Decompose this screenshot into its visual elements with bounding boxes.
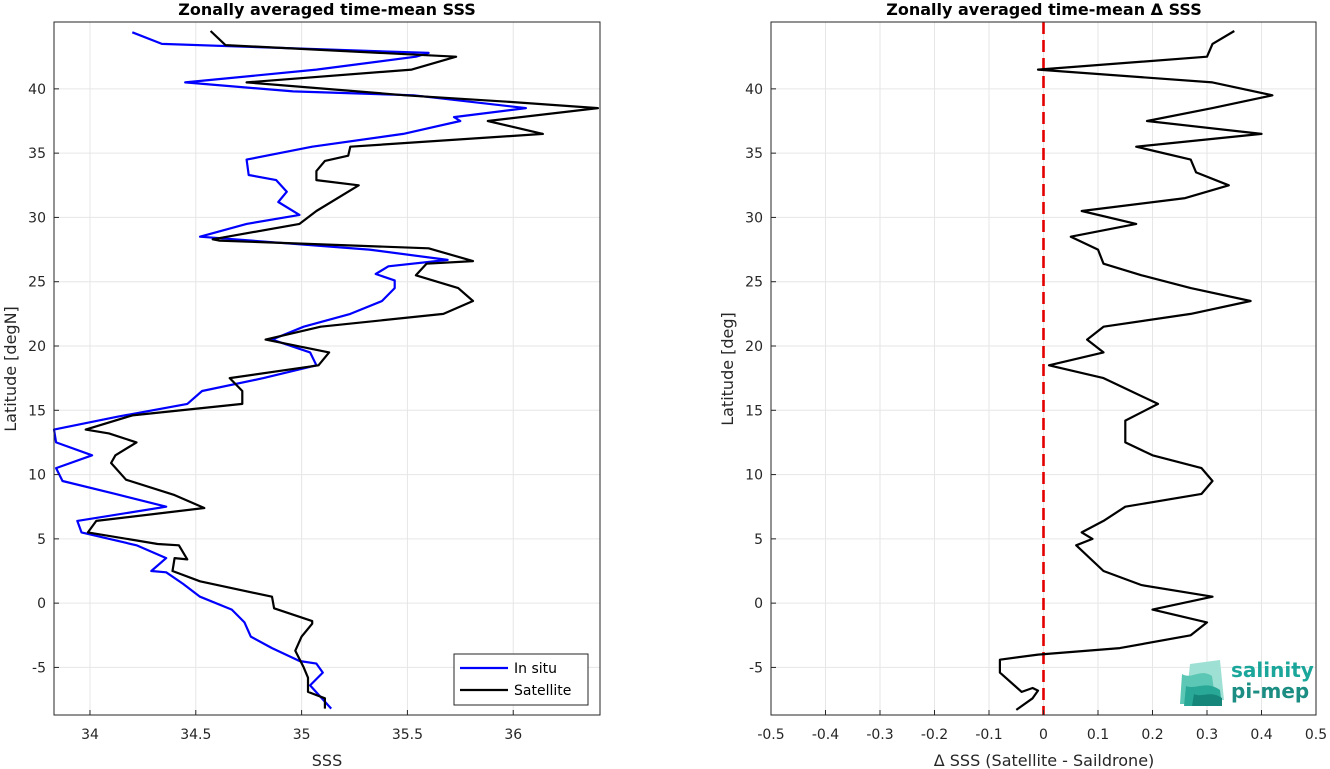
plot-area xyxy=(54,22,600,715)
y-tick-label: 25 xyxy=(745,275,763,291)
y-tick-label: 35 xyxy=(28,146,46,162)
y-tick-label: 40 xyxy=(28,82,46,98)
series-group xyxy=(998,30,1274,711)
y-tick-label: -5 xyxy=(749,660,763,676)
x-tick-label: 34.5 xyxy=(180,727,211,743)
x-tick-labels: 34 34.5 35 35.5 36 xyxy=(81,710,522,743)
x-tick-labels: -0.5 -0.4 -0.3 -0.2 -0.1 0 0.1 0.2 0.3 0.4 0.5 xyxy=(757,710,1327,743)
chart-title: Zonally averaged time-mean Δ SSS xyxy=(886,0,1202,19)
y-tick-label: -5 xyxy=(32,660,46,676)
x-tick-label: 0.1 xyxy=(1087,727,1109,743)
series-group xyxy=(52,30,599,710)
y-tick-labels: -5 0 5 10 15 20 25 30 35 40 xyxy=(745,82,776,676)
x-tick-label: 35 xyxy=(293,727,311,743)
y-tick-label: 5 xyxy=(37,532,46,548)
y-tick-label: 30 xyxy=(28,210,46,226)
y-grid xyxy=(771,88,1316,668)
sss-panel: 34 34.5 35 35.5 36 -5 0 5 10 15 20 25 30 35 40 Zonall… xyxy=(1,0,601,769)
y-tick-label: 0 xyxy=(37,596,46,612)
y-tick-label: 20 xyxy=(745,339,763,355)
logo-mark-icon xyxy=(1180,660,1224,706)
y-tick-label: 20 xyxy=(28,339,46,355)
legend-label-insitu: In situ xyxy=(514,661,557,677)
y-tick-label: 30 xyxy=(745,210,763,226)
y-tick-label: 10 xyxy=(28,468,46,484)
y-tick-labels: -5 0 5 10 15 20 25 30 35 40 xyxy=(28,82,59,676)
y-grid xyxy=(54,88,600,668)
series-line-satellite xyxy=(84,30,599,709)
y-axis-label: Latitude [degN] xyxy=(1,306,20,432)
x-tick-label: 35.5 xyxy=(392,727,423,743)
logo-text-salinity: salinity xyxy=(1231,658,1314,682)
y-tick-label: 25 xyxy=(28,275,46,291)
x-tick-label: -0.1 xyxy=(975,727,1002,743)
series-line-delta-sss xyxy=(998,30,1274,711)
y-tick-label: 10 xyxy=(745,468,763,484)
y-tick-label: 15 xyxy=(28,403,46,419)
y-tick-label: 35 xyxy=(745,146,763,162)
x-tick-label: 0.3 xyxy=(1196,727,1218,743)
x-tick-label: 0 xyxy=(1039,727,1048,743)
x-tick-label: -0.4 xyxy=(812,727,839,743)
x-tick-label: 36 xyxy=(504,727,522,743)
axes-box xyxy=(53,21,601,716)
legend-label-satellite: Satellite xyxy=(514,683,571,699)
x-tick-label: 0.2 xyxy=(1141,727,1163,743)
y-tick-label: 0 xyxy=(754,596,763,612)
x-tick-label: 34 xyxy=(81,727,99,743)
x-tick-label: 0.4 xyxy=(1250,727,1272,743)
legend-box xyxy=(453,653,589,706)
y-tick-label: 40 xyxy=(745,82,763,98)
chart-title: Zonally averaged time-mean SSS xyxy=(178,0,476,19)
x-tick-label: -0.3 xyxy=(866,727,893,743)
x-axis-label: Δ SSS (Satellite - Saildrone) xyxy=(934,751,1155,769)
y-tick-label: 5 xyxy=(754,532,763,548)
delta-sss-panel: -0.5 -0.4 -0.3 -0.2 -0.1 0 0.1 0.2 0.3 0.4 0.5 -5 0… xyxy=(718,0,1327,769)
legend: In situ Satellite xyxy=(453,653,589,706)
series-line-in-situ xyxy=(52,31,527,710)
x-axis-label: SSS xyxy=(312,751,342,769)
logo-text-pimep: pi-mep xyxy=(1231,679,1309,703)
salinity-pimep-logo: salinity pi-mep xyxy=(1180,658,1314,706)
y-axis-label: Latitude [deg] xyxy=(718,312,737,426)
x-tick-label: -0.5 xyxy=(757,727,784,743)
y-tick-label: 15 xyxy=(745,403,763,419)
x-tick-label: -0.2 xyxy=(921,727,948,743)
x-tick-label: 0.5 xyxy=(1305,727,1327,743)
